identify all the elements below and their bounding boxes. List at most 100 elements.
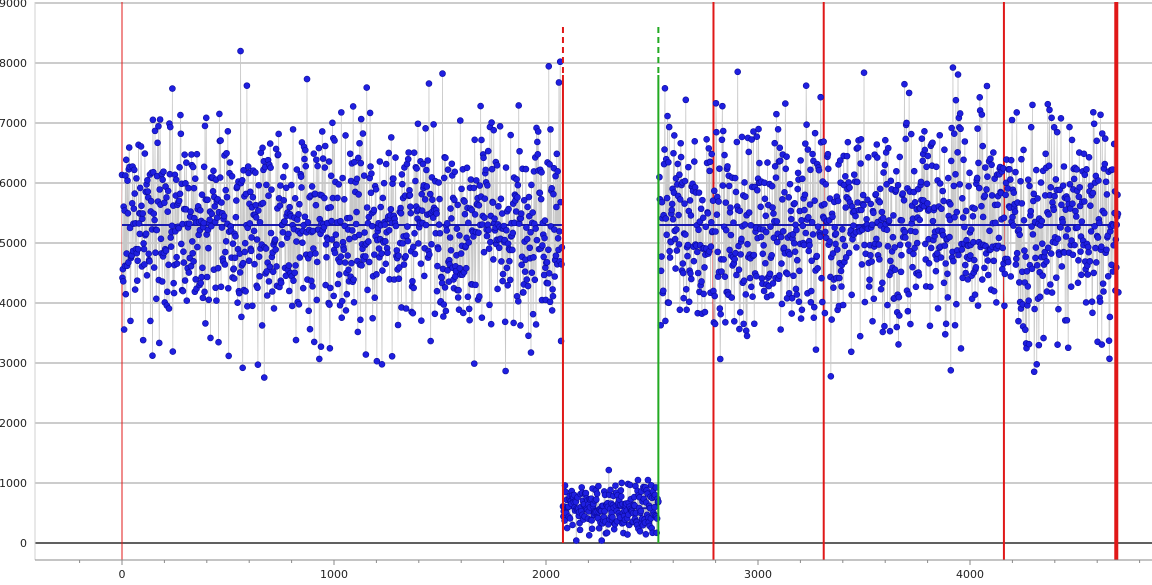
data-point (679, 269, 687, 277)
data-point (1092, 244, 1099, 252)
data-point (770, 234, 778, 242)
data-point (845, 249, 853, 257)
data-point (451, 273, 459, 280)
data-point (239, 364, 246, 372)
data-point (730, 219, 737, 226)
data-point (213, 214, 221, 222)
data-point (907, 130, 915, 138)
data-point (947, 157, 955, 165)
data-point (485, 226, 492, 234)
data-point (773, 110, 780, 118)
data-point (418, 317, 425, 324)
data-point (1025, 297, 1032, 304)
data-point (348, 259, 355, 267)
data-point (1041, 248, 1049, 256)
data-point (134, 245, 142, 253)
data-point (138, 202, 145, 210)
data-point (661, 85, 669, 92)
data-point (409, 243, 417, 251)
data-point (487, 320, 495, 328)
data-point (829, 250, 837, 257)
data-point (955, 251, 962, 259)
data-point (566, 515, 574, 522)
data-point (377, 203, 384, 211)
data-point (662, 215, 670, 222)
data-point (794, 185, 801, 193)
data-point (331, 137, 338, 144)
data-point (297, 173, 305, 180)
data-point (861, 241, 868, 249)
data-point (1053, 128, 1061, 136)
data-point (617, 487, 625, 494)
data-point (439, 70, 446, 77)
data-point (200, 219, 208, 227)
data-point (1078, 218, 1086, 225)
data-point (1059, 182, 1067, 189)
data-point (716, 165, 723, 172)
data-point (405, 149, 412, 156)
data-point (812, 346, 820, 353)
data-point (361, 229, 368, 236)
data-point (833, 246, 841, 253)
data-point (595, 482, 602, 490)
data-point (255, 253, 263, 260)
data-point (222, 186, 230, 194)
data-point (1008, 116, 1016, 124)
data-point (936, 180, 944, 187)
data-point (662, 317, 669, 325)
data-point (1032, 254, 1039, 262)
data-point (176, 190, 184, 198)
data-point (402, 305, 410, 312)
data-point (699, 214, 707, 222)
data-point (131, 190, 138, 197)
data-point (933, 163, 940, 171)
data-point (842, 173, 849, 180)
data-point (226, 159, 234, 166)
data-point (319, 155, 327, 162)
data-point (243, 82, 251, 89)
data-point (1055, 305, 1062, 313)
data-point (246, 220, 254, 227)
data-point (940, 197, 947, 205)
data-point (335, 181, 343, 188)
data-point (975, 159, 982, 167)
data-point (744, 240, 751, 248)
data-point (349, 227, 356, 234)
data-point (1030, 190, 1038, 198)
data-point (170, 289, 178, 297)
data-point (156, 186, 163, 193)
data-point (274, 151, 282, 158)
data-point (493, 162, 501, 169)
data-point (1029, 231, 1037, 238)
data-point (790, 272, 797, 280)
data-point (372, 186, 380, 193)
data-point (351, 158, 358, 166)
data-point (158, 278, 166, 285)
data-point (617, 493, 625, 500)
data-point (760, 287, 768, 295)
data-point (831, 224, 838, 231)
data-point (848, 291, 855, 299)
data-point (216, 110, 223, 118)
data-point (554, 168, 561, 175)
data-point (899, 190, 907, 197)
data-point (672, 265, 679, 272)
data-point (1053, 274, 1060, 281)
data-point (459, 309, 467, 317)
data-point (251, 260, 258, 268)
data-point (548, 185, 556, 192)
data-point (701, 308, 709, 316)
data-point (979, 213, 987, 221)
data-point (1101, 209, 1108, 217)
data-point (658, 198, 666, 206)
data-point (881, 136, 889, 144)
data-point (302, 146, 309, 154)
data-point (755, 125, 762, 133)
data-point (878, 208, 886, 216)
data-point (1026, 182, 1033, 190)
data-point (502, 367, 509, 375)
data-point (839, 226, 846, 233)
data-point (777, 233, 785, 241)
data-point (516, 147, 523, 155)
data-point (626, 481, 634, 489)
